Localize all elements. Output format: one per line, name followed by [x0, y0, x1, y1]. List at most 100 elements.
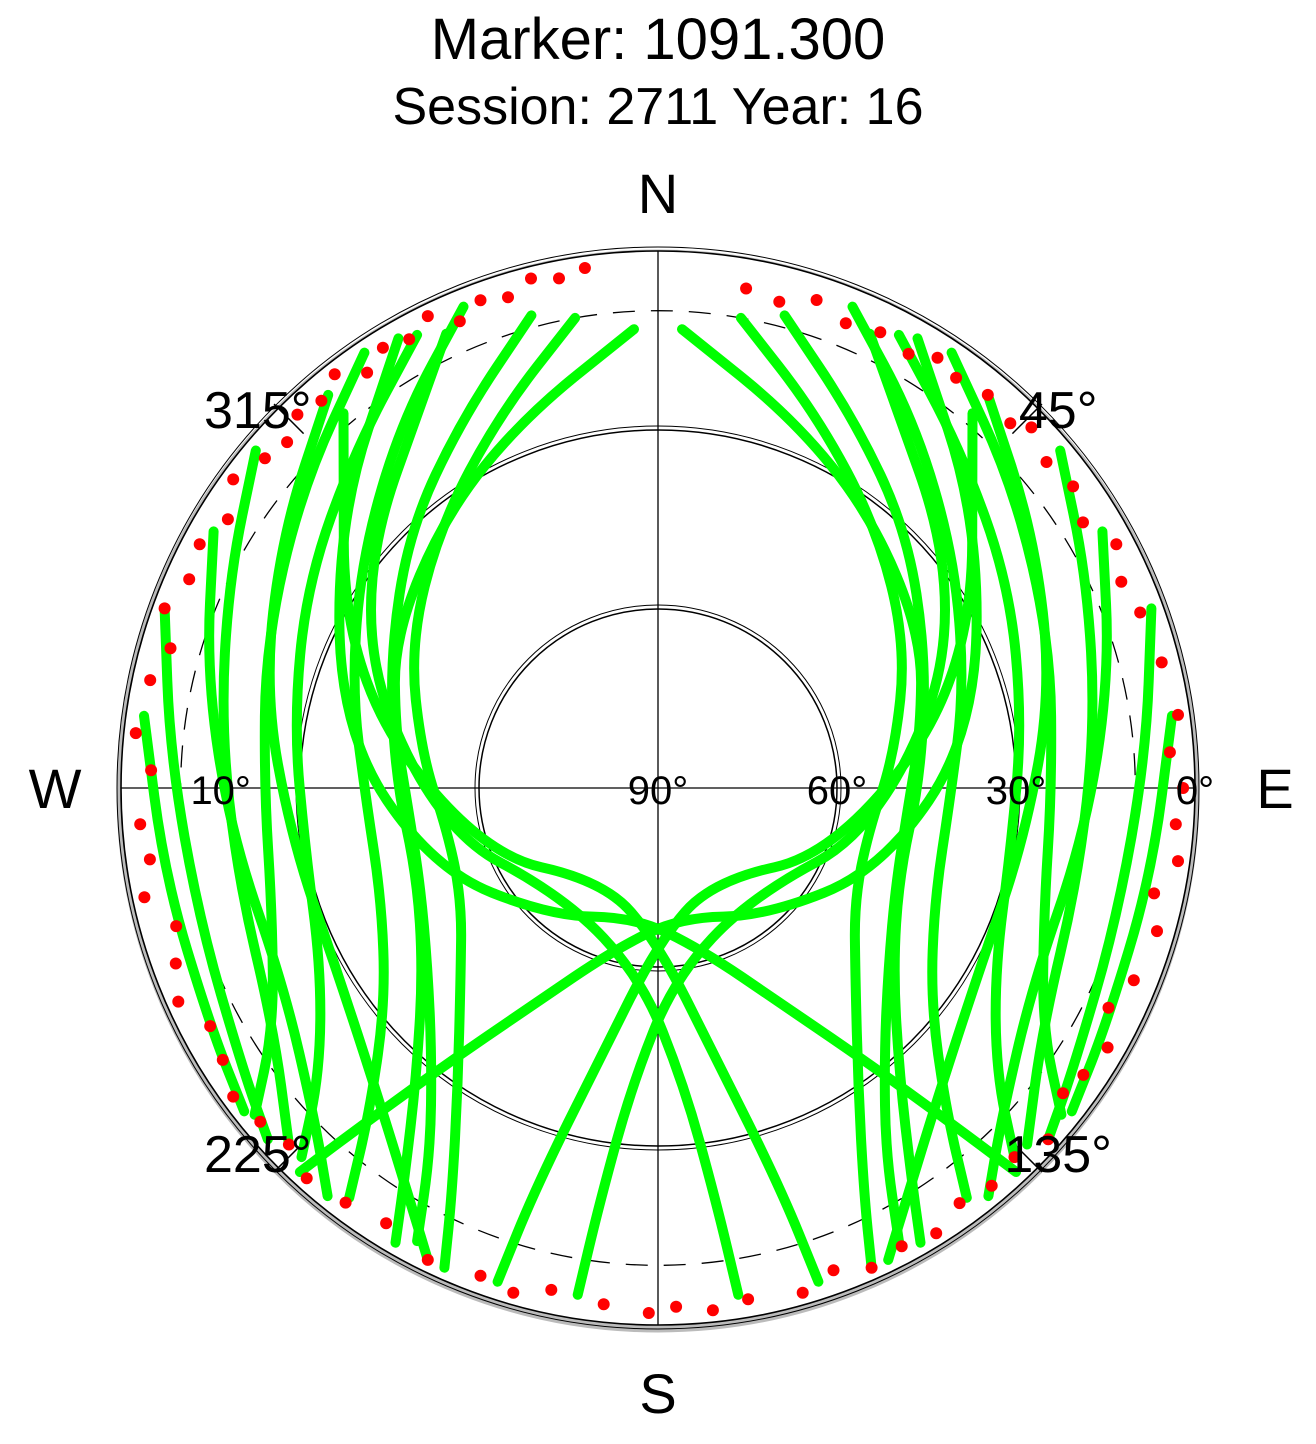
low-elevation-point — [1172, 855, 1184, 868]
low-elevation-point — [1077, 516, 1089, 529]
low-elevation-point — [773, 295, 786, 308]
azimuth-label-315: 315° — [204, 382, 312, 440]
satellite-track — [264, 389, 433, 1265]
low-elevation-point — [1042, 1133, 1055, 1146]
satellite-track — [572, 328, 950, 1300]
low-elevation-point — [258, 452, 271, 465]
low-elevation-point — [902, 347, 915, 360]
satellite-track — [387, 310, 537, 1248]
low-elevation-point — [553, 272, 565, 285]
satellite-track — [366, 328, 744, 1300]
elevation-label-30: 30° — [986, 769, 1047, 813]
low-elevation-point — [403, 333, 416, 346]
low-elevation-point — [227, 1090, 240, 1103]
low-elevation-points — [129, 262, 1190, 1319]
low-elevation-point — [1067, 480, 1080, 493]
low-elevation-point — [1057, 1087, 1069, 1100]
elevation-label-0: 0° — [1176, 769, 1214, 813]
low-elevation-point — [1163, 746, 1176, 759]
low-elevation-point — [421, 1253, 434, 1266]
elevation-label-60: 60° — [807, 769, 868, 813]
low-elevation-point — [545, 1283, 558, 1296]
low-elevation-point — [1101, 1041, 1114, 1054]
low-elevation-point — [254, 1115, 267, 1128]
elevation-label-90: 90° — [628, 769, 689, 813]
azimuth-tick-45 — [1011, 403, 1043, 435]
low-elevation-point — [145, 764, 158, 777]
low-elevation-point — [930, 1227, 943, 1240]
low-elevation-point — [1127, 974, 1140, 987]
low-elevation-point — [134, 818, 147, 831]
low-elevation-point — [1151, 925, 1163, 938]
azimuth-label-135: 135° — [1004, 1126, 1112, 1184]
low-elevation-point — [421, 310, 434, 323]
low-elevation-point — [1177, 782, 1190, 794]
low-elevation-point — [300, 1172, 313, 1185]
low-elevation-point — [183, 573, 196, 586]
low-elevation-point — [376, 341, 389, 354]
axis-labels: N S W E 45° 135° 225° 315° 90° 60° 30° 0… — [29, 162, 1294, 1425]
satellite-track — [983, 526, 1112, 1202]
chart-title: Marker: 1091.300 — [430, 7, 886, 72]
low-elevation-point — [953, 1197, 966, 1210]
low-elevation-point — [895, 1240, 908, 1253]
satellite-track — [204, 526, 333, 1202]
low-elevation-point — [827, 1264, 840, 1277]
low-elevation-point — [950, 371, 963, 384]
horizon-outer-ring — [116, 246, 1200, 1330]
low-elevation-point — [169, 957, 182, 970]
low-elevation-point — [742, 1293, 755, 1306]
low-elevation-point — [931, 351, 944, 364]
low-elevation-point — [810, 294, 823, 306]
satellite-track — [779, 310, 929, 1248]
low-elevation-point — [328, 368, 341, 381]
low-elevation-point — [740, 282, 753, 295]
low-elevation-point — [706, 1304, 719, 1317]
low-elevation-point — [281, 436, 294, 449]
low-elevation-point — [507, 1286, 520, 1299]
satellite-track — [1043, 603, 1157, 1145]
low-elevation-point — [380, 1217, 393, 1230]
low-elevation-point — [670, 1300, 683, 1313]
low-elevation-point — [1102, 1001, 1115, 1014]
low-elevation-point — [1025, 421, 1038, 434]
low-elevation-point — [204, 1020, 217, 1033]
compass-east-label: E — [1256, 757, 1293, 820]
low-elevation-point — [164, 642, 177, 655]
satellite-track — [1022, 445, 1098, 1150]
low-elevation-point — [129, 727, 142, 740]
low-elevation-point — [525, 272, 537, 285]
azimuth-label-225: 225° — [204, 1126, 312, 1184]
low-elevation-point — [216, 1053, 229, 1066]
low-elevation-point — [839, 317, 852, 330]
low-elevation-point — [1040, 456, 1053, 468]
low-elevation-point — [502, 291, 514, 304]
satellite-track — [159, 603, 273, 1145]
low-elevation-point — [1115, 575, 1128, 588]
low-elevation-point — [170, 920, 183, 933]
low-elevation-point — [227, 473, 240, 486]
low-elevation-point — [361, 366, 374, 379]
low-elevation-point — [985, 1179, 998, 1192]
low-elevation-point — [221, 513, 234, 526]
low-elevation-point — [597, 1298, 610, 1311]
low-elevation-point — [1077, 1068, 1090, 1081]
low-elevation-point — [138, 891, 151, 904]
low-elevation-point — [1110, 538, 1123, 551]
low-elevation-point — [315, 394, 328, 407]
chart-subtitle: Session: 2711 Year: 16 — [392, 78, 924, 136]
low-elevation-point — [1004, 417, 1017, 430]
low-elevation-point — [172, 995, 185, 1008]
low-elevation-point — [981, 388, 994, 401]
low-elevation-point — [865, 1261, 878, 1274]
azimuth-label-45: 45° — [1019, 382, 1098, 440]
low-elevation-point — [1008, 1151, 1021, 1164]
low-elevation-point — [339, 1196, 352, 1209]
satellite-track — [338, 408, 824, 1287]
low-elevation-point — [578, 262, 591, 274]
low-elevation-point — [282, 1138, 295, 1151]
low-elevation-point — [144, 674, 157, 687]
satellite-track — [883, 389, 1052, 1265]
low-elevation-point — [158, 602, 171, 615]
